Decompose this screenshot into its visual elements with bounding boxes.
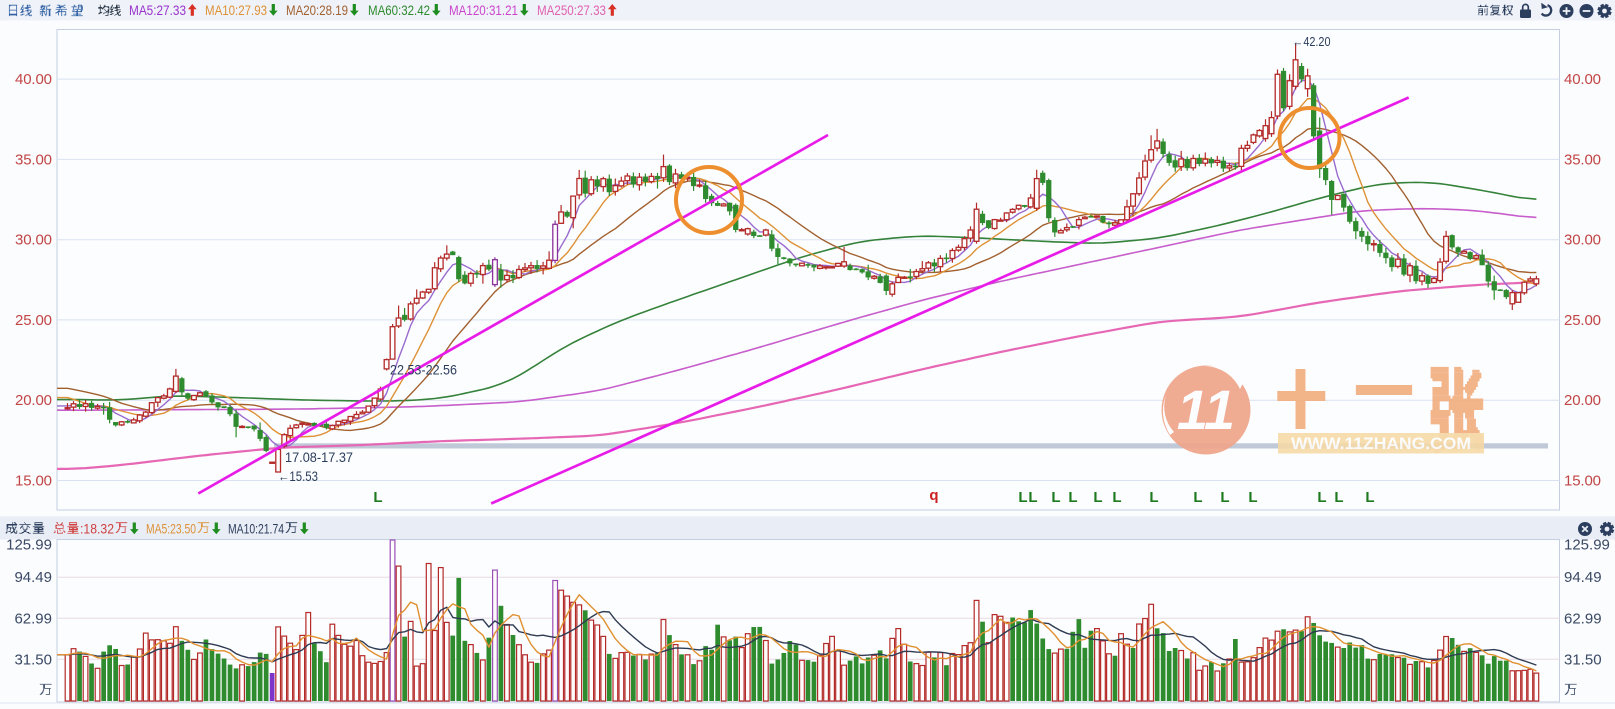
svg-text:WWW.11ZHANG.COM: WWW.11ZHANG.COM	[1291, 434, 1471, 453]
svg-text:L: L	[1093, 489, 1102, 506]
svg-text:L: L	[1365, 489, 1374, 506]
svg-text:30.00: 30.00	[1564, 232, 1601, 249]
svg-text:L: L	[373, 489, 382, 506]
svg-text:L: L	[1149, 489, 1158, 506]
svg-text:62.99: 62.99	[14, 610, 52, 627]
svg-text:62.99: 62.99	[1564, 610, 1602, 627]
svg-text:←42.20: ←42.20	[1293, 34, 1331, 49]
svg-text:L: L	[1051, 489, 1060, 506]
svg-text:L: L	[1317, 489, 1326, 506]
svg-text:MA5:27.33: MA5:27.33	[129, 2, 186, 18]
svg-text:94.49: 94.49	[14, 569, 52, 586]
svg-text:125.99: 125.99	[1564, 537, 1610, 554]
svg-text:94.49: 94.49	[1564, 569, 1602, 586]
svg-text:L: L	[1220, 489, 1229, 506]
svg-text:L: L	[1248, 489, 1257, 506]
svg-text:25.00: 25.00	[1564, 312, 1601, 329]
svg-text:35.00: 35.00	[15, 151, 52, 168]
svg-text:MA5:23.50: MA5:23.50	[146, 521, 196, 537]
svg-text:MA250:27.33: MA250:27.33	[537, 2, 606, 18]
svg-text:L: L	[1112, 489, 1121, 506]
svg-text:MA120:31.21: MA120:31.21	[449, 2, 518, 18]
svg-text:q: q	[929, 487, 938, 504]
svg-text:11: 11	[1177, 378, 1235, 441]
svg-text:35.00: 35.00	[1564, 151, 1601, 168]
svg-text:MA10:21.74: MA10:21.74	[228, 521, 284, 537]
svg-text:17.08-17.37: 17.08-17.37	[285, 449, 353, 465]
svg-text:L: L	[1018, 489, 1027, 506]
svg-text:15.00: 15.00	[15, 473, 52, 490]
svg-text:30.00: 30.00	[15, 232, 52, 249]
svg-text:L: L	[1028, 489, 1037, 506]
svg-text:20.00: 20.00	[15, 392, 52, 409]
svg-text:L: L	[1334, 489, 1343, 506]
svg-text:MA20:28.19: MA20:28.19	[286, 2, 348, 18]
svg-text:MA60:32.42: MA60:32.42	[368, 2, 430, 18]
svg-text:31.50: 31.50	[1564, 651, 1602, 668]
svg-text:40.00: 40.00	[15, 71, 52, 88]
svg-text:L: L	[1068, 489, 1077, 506]
svg-text:MA10:27.93: MA10:27.93	[205, 2, 267, 18]
svg-text:L: L	[1193, 489, 1202, 506]
svg-text:22.53-22.56: 22.53-22.56	[390, 362, 457, 378]
svg-text:←15.53: ←15.53	[278, 469, 318, 484]
svg-text:25.00: 25.00	[15, 312, 52, 329]
svg-text:40.00: 40.00	[1564, 71, 1601, 88]
svg-text:31.50: 31.50	[14, 651, 52, 668]
svg-text:15.00: 15.00	[1564, 473, 1601, 490]
svg-text::18.32: :18.32	[80, 521, 114, 537]
svg-text:125.99: 125.99	[6, 537, 52, 554]
svg-text:20.00: 20.00	[1564, 392, 1601, 409]
